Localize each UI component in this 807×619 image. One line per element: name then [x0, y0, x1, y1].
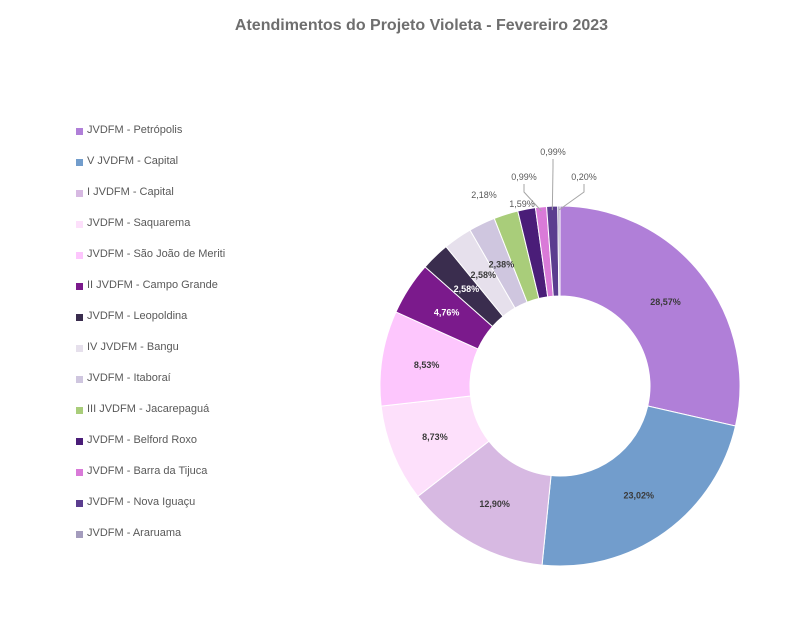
slice-value-label: 0,20%: [571, 172, 597, 182]
legend-item: JVDFM - Nova Iguaçu: [76, 496, 296, 527]
legend-swatch: [76, 128, 83, 135]
legend-swatch: [76, 314, 83, 321]
legend-swatch: [76, 190, 83, 197]
legend-swatch: [76, 376, 83, 383]
slice-value-label: 0,99%: [540, 147, 566, 157]
legend-label: JVDFM - Belford Roxo: [87, 434, 198, 446]
legend-label: II JVDFM - Campo Grande: [87, 279, 218, 291]
legend-label: JVDFM - Barra da Tijuca: [87, 465, 208, 477]
legend-label: I JVDFM - Capital: [87, 186, 174, 198]
legend-label: JVDFM - São João de Meriti: [87, 248, 226, 260]
legend-swatch: [76, 500, 83, 507]
slice-value-label: 2,58%: [454, 284, 480, 294]
legend-swatch: [76, 531, 83, 538]
slice-value-label: 8,73%: [422, 432, 448, 442]
legend-item: IV JVDFM - Bangu: [76, 341, 296, 372]
leader-line: [558, 184, 585, 211]
legend-item: JVDFM - Barra da Tijuca: [76, 465, 296, 496]
legend-item: III JVDFM - Jacarepaguá: [76, 403, 296, 434]
legend: JVDFM - Petrópolis V JVDFM - Capital I JVD…: [76, 124, 296, 558]
legend-item: JVDFM - Araruama: [76, 527, 296, 558]
legend-item: V JVDFM - Capital: [76, 155, 296, 186]
legend-item: JVDFM - Itaboraí: [76, 372, 296, 403]
slice-value-label: 8,53%: [414, 360, 440, 370]
legend-swatch: [76, 283, 83, 290]
slice-value-label: 0,99%: [511, 172, 537, 182]
legend-label: JVDFM - Araruama: [87, 527, 182, 539]
legend-label: III JVDFM - Jacarepaguá: [87, 403, 210, 415]
legend-item: JVDFM - Petrópolis: [76, 124, 296, 155]
legend-swatch: [76, 159, 83, 166]
legend-swatch: [76, 438, 83, 445]
slice-value-label: 23,02%: [624, 491, 655, 501]
legend-item: JVDFM - Belford Roxo: [76, 434, 296, 465]
legend-item: II JVDFM - Campo Grande: [76, 279, 296, 310]
donut-slice: [559, 205, 741, 427]
slice-value-label: 2,38%: [489, 259, 515, 269]
legend-item: JVDFM - São João de Meriti: [76, 248, 296, 279]
slice-value-label: 2,58%: [471, 270, 497, 280]
legend-label: IV JVDFM - Bangu: [87, 341, 179, 353]
donut-slice: [541, 405, 737, 567]
legend-swatch: [76, 252, 83, 259]
legend-item: JVDFM - Leopoldina: [76, 310, 296, 341]
leader-line: [551, 159, 554, 211]
legend-swatch: [76, 407, 83, 414]
slice-value-label: 12,90%: [479, 499, 510, 509]
legend-item: JVDFM - Saquarema: [76, 217, 296, 248]
legend-label: JVDFM - Petrópolis: [87, 124, 183, 136]
legend-swatch: [76, 345, 83, 352]
slice-value-label: 4,76%: [434, 308, 460, 318]
legend-label: V JVDFM - Capital: [87, 155, 179, 167]
legend-label: JVDFM - Nova Iguaçu: [87, 496, 196, 508]
legend-label: JVDFM - Saquarema: [87, 217, 191, 229]
slice-value-label: 1,59%: [509, 199, 535, 209]
legend-item: I JVDFM - Capital: [76, 186, 296, 217]
donut-slice: [557, 205, 561, 297]
chart-title: Atendimentos do Projeto Violeta - Fevere…: [234, 17, 609, 34]
slice-value-label: 28,57%: [650, 297, 681, 307]
legend-swatch: [76, 469, 83, 476]
slice-value-label: 2,18%: [471, 190, 497, 200]
leader-line: [523, 184, 542, 212]
legend-label: JVDFM - Leopoldina: [87, 310, 188, 322]
legend-label: JVDFM - Itaboraí: [87, 372, 171, 384]
legend-swatch: [76, 221, 83, 228]
